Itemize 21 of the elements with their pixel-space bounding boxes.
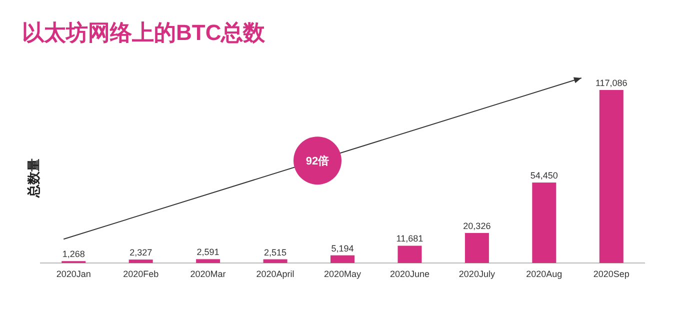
x-tick-label: 2020Aug	[526, 269, 562, 279]
y-axis-title: 总数量	[26, 158, 41, 198]
annotation: 92倍	[306, 154, 330, 168]
x-tick-label: 2020Jan	[56, 269, 91, 279]
data-label: 11,681	[396, 234, 424, 244]
data-label: 117,086	[595, 78, 628, 88]
x-tick-label: 2020June	[390, 269, 430, 279]
data-label: 1,268	[62, 249, 85, 260]
data-label: 5,194	[331, 243, 354, 254]
data-label: 2,327	[130, 248, 152, 258]
x-tick-label: 2020Feb	[123, 269, 159, 279]
x-tick-label: 2020Sep	[593, 269, 630, 279]
data-label: 2,591	[196, 247, 220, 258]
x-tick-label: 2020April	[256, 269, 294, 279]
chart-title: 以太坊网络上的BTC总数	[22, 20, 266, 45]
x-tick-label: 2020Mar	[190, 269, 226, 279]
data-label: 54,450	[530, 170, 558, 181]
x-tick-label: 2020May	[324, 269, 362, 279]
data-label: 2,515	[264, 247, 287, 258]
x-tick-label: 2020July	[458, 269, 496, 279]
data-label: 20,326	[463, 220, 491, 231]
